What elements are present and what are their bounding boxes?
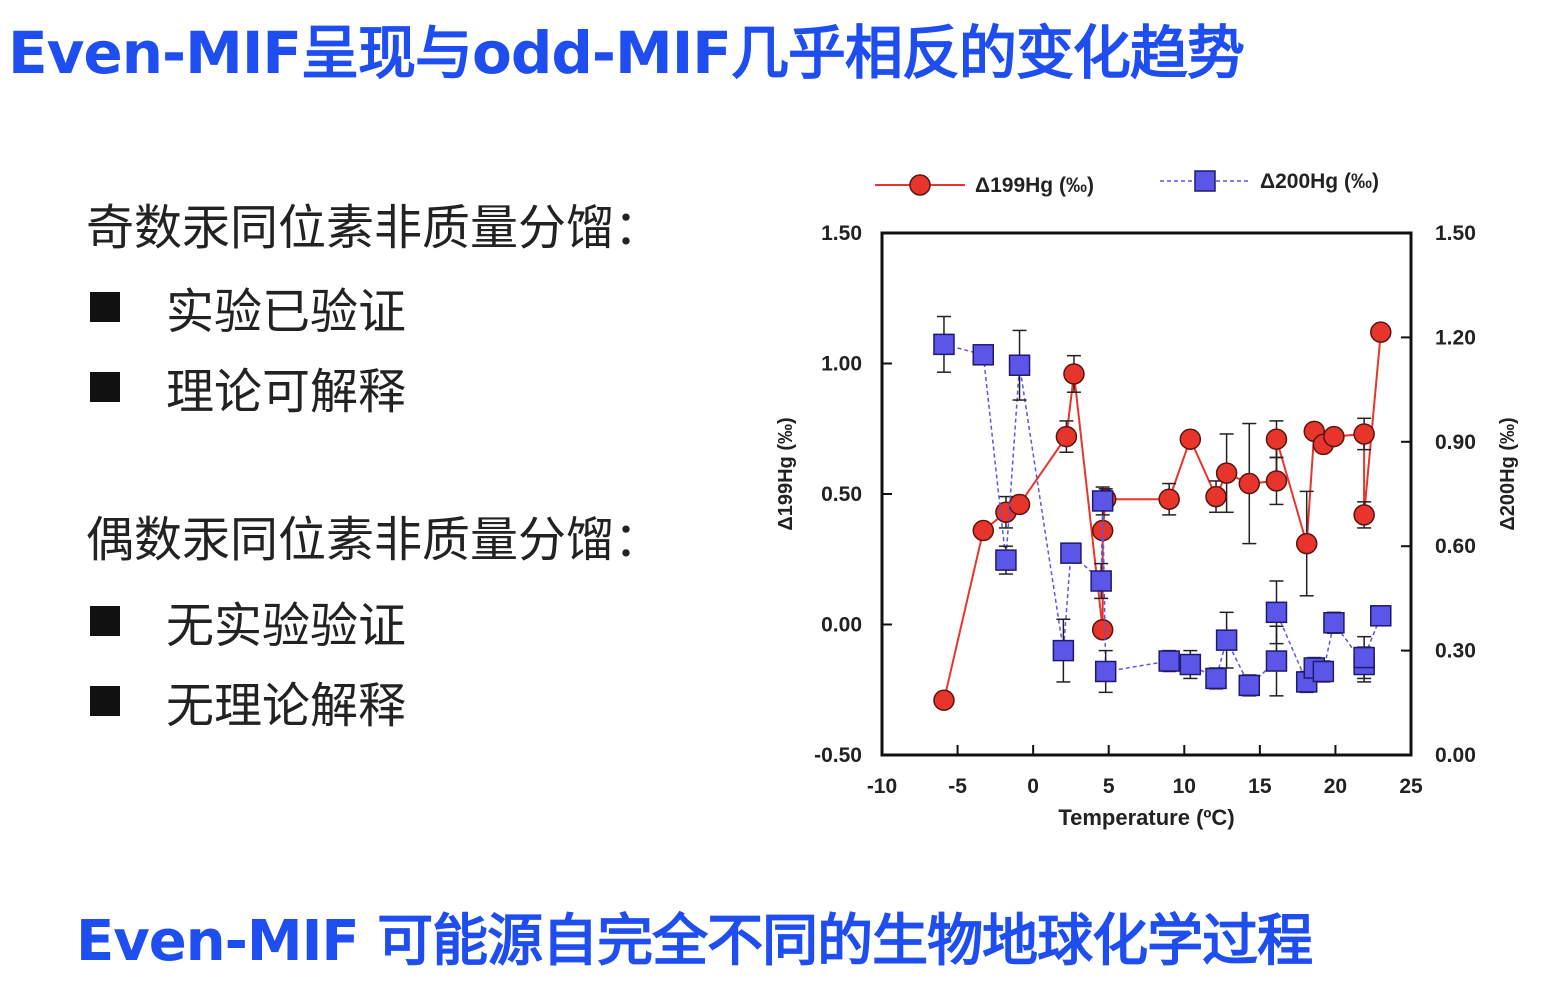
y-right-tick-label: 0.60 bbox=[1435, 535, 1476, 558]
y-left-tick-label: 0.00 bbox=[821, 614, 862, 637]
data-point bbox=[1055, 425, 1078, 448]
legend: Δ199Hg (‰) Δ200Hg (‰) bbox=[875, 170, 1379, 197]
data-point bbox=[995, 549, 1017, 571]
series-delta199hg bbox=[933, 321, 1392, 711]
data-point bbox=[1179, 428, 1202, 450]
data-point bbox=[1158, 488, 1180, 510]
data-point bbox=[1158, 650, 1180, 672]
series-delta200hg bbox=[933, 315, 1392, 697]
data-point bbox=[1063, 363, 1085, 385]
y-right-tick-label: 0.30 bbox=[1435, 640, 1476, 663]
even-mif-item-label: 无理论解释 bbox=[166, 678, 407, 734]
data-point bbox=[1238, 674, 1261, 697]
data-point bbox=[1295, 532, 1318, 555]
data-point bbox=[972, 519, 995, 542]
x-tick-label: 5 bbox=[1103, 775, 1115, 798]
data-point bbox=[1060, 542, 1082, 564]
x-tick-label: 20 bbox=[1324, 775, 1347, 798]
legend-marker bbox=[909, 174, 931, 196]
y-left-axis-label: Δ199Hg (‰) bbox=[775, 417, 797, 530]
hg-temperature-chart: -10 -5 0 5 10 15 20 25 1.50 1.00 0.50 0.00 -0.50 1.50… bbox=[775, 170, 1519, 830]
data-point bbox=[1052, 639, 1075, 662]
data-point bbox=[1323, 612, 1345, 634]
data-point bbox=[1215, 629, 1238, 651]
odd-mif-heading: 奇数汞同位素非质量分馏： bbox=[86, 200, 663, 256]
data-point bbox=[1312, 660, 1335, 683]
y-left-tick-label: 1.00 bbox=[821, 353, 862, 376]
data-point bbox=[1353, 646, 1375, 669]
x-axis-label: Temperature (ºC) bbox=[1058, 805, 1234, 830]
square-bullet-icon bbox=[90, 292, 120, 322]
data-point bbox=[1370, 605, 1392, 627]
x-tick-label: -10 bbox=[867, 775, 897, 798]
y-right-axis-label: Δ200Hg (‰) bbox=[1497, 417, 1519, 530]
even-mif-item-label: 无实验验证 bbox=[166, 598, 407, 654]
data-point bbox=[933, 689, 955, 711]
x-tick-label: 10 bbox=[1173, 775, 1196, 798]
data-point bbox=[1094, 660, 1117, 683]
footer-conclusion: Even-MIF 可能源自完全不同的生物地球化学过程 bbox=[76, 909, 1313, 974]
odd-mif-item: 实验已验证 bbox=[90, 272, 406, 342]
odd-mif-item-label: 实验已验证 bbox=[166, 284, 407, 340]
x-tick-label: -5 bbox=[948, 775, 967, 798]
y-left-tick-label: 0.50 bbox=[821, 483, 862, 506]
y-left-tick-label: -0.50 bbox=[814, 744, 862, 767]
x-tick-label: 0 bbox=[1027, 775, 1039, 798]
y-left-tick-label: 1.50 bbox=[821, 222, 862, 245]
square-bullet-icon bbox=[90, 606, 120, 636]
square-bullet-icon bbox=[90, 686, 120, 716]
data-point bbox=[1008, 493, 1031, 516]
odd-mif-item: 理论可解释 bbox=[90, 352, 406, 422]
data-point bbox=[1008, 354, 1031, 376]
data-point bbox=[1179, 653, 1202, 676]
y-right-tick-label: 0.00 bbox=[1435, 744, 1476, 767]
data-point bbox=[1205, 485, 1227, 508]
data-point bbox=[1265, 428, 1288, 450]
legend-label: Δ199Hg (‰) bbox=[975, 174, 1094, 197]
data-point bbox=[1090, 570, 1112, 592]
square-bullet-icon bbox=[90, 372, 120, 402]
data-point bbox=[1091, 490, 1114, 512]
legend-marker bbox=[1194, 170, 1216, 192]
x-tick-label: 25 bbox=[1399, 775, 1423, 798]
even-mif-item: 无实验验证 bbox=[90, 586, 406, 656]
page-title: Even-MIF呈现与odd-MIF几乎相反的变化趋势 bbox=[8, 19, 1245, 87]
data-point bbox=[1323, 425, 1345, 448]
data-point bbox=[1353, 423, 1375, 445]
data-point bbox=[1215, 462, 1238, 484]
data-point bbox=[1370, 321, 1392, 343]
y-right-tick-label: 1.50 bbox=[1435, 222, 1476, 245]
even-mif-heading: 偶数汞同位素非质量分馏： bbox=[86, 512, 663, 568]
even-mif-item: 无理论解释 bbox=[90, 666, 406, 736]
data-point bbox=[1265, 470, 1288, 492]
data-point bbox=[933, 333, 955, 356]
legend-label: Δ200Hg (‰) bbox=[1260, 170, 1379, 193]
data-point bbox=[1265, 650, 1288, 672]
odd-mif-item-label: 理论可解释 bbox=[166, 364, 407, 420]
y-right-tick-label: 0.90 bbox=[1435, 431, 1476, 454]
x-tick-label: 15 bbox=[1248, 775, 1272, 798]
data-point bbox=[1238, 472, 1261, 495]
y-right-tick-label: 1.20 bbox=[1435, 326, 1476, 349]
data-point bbox=[1091, 618, 1114, 641]
data-point bbox=[1265, 601, 1288, 624]
data-point bbox=[972, 344, 995, 366]
data-point bbox=[1353, 504, 1375, 526]
data-point bbox=[1205, 667, 1227, 690]
